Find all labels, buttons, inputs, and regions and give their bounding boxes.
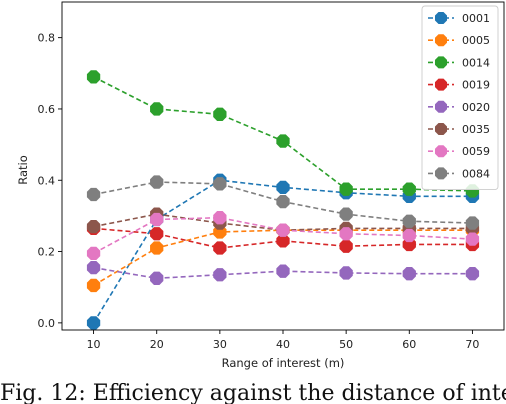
x-tick-label: 40: [276, 338, 290, 351]
data-point-0014: [150, 102, 164, 116]
data-point-0084: [276, 195, 290, 209]
data-point-0020: [86, 260, 101, 275]
legend-box: [421, 5, 499, 191]
data-point-0059: [86, 246, 101, 260]
x-tick-label: 50: [339, 338, 353, 351]
series-0020: [86, 260, 480, 285]
data-point-0020: [465, 267, 480, 281]
data-point-0020: [150, 271, 164, 285]
data-point-0019: [213, 241, 227, 255]
data-point-0019: [150, 227, 164, 241]
legend-label-0059: 0059: [462, 145, 490, 158]
data-point-0059: [402, 228, 416, 243]
legend-label-0020: 0020: [462, 101, 490, 114]
legend: 0001 0005 0014 0019 0020 0035 0059 0084: [421, 5, 499, 191]
legend-marker-0059: [434, 145, 448, 158]
legend-item-0084: 0084: [428, 167, 490, 180]
legend-item-0020: 0020: [428, 100, 490, 114]
data-point-0059: [465, 232, 480, 246]
y-tick-label: 0.8: [38, 32, 56, 45]
series-line-0014: [93, 76, 473, 192]
x-tick-label: 70: [465, 338, 479, 351]
data-point-0014: [402, 182, 416, 196]
y-tick-label: 0.2: [38, 246, 56, 259]
x-tick-label: 20: [150, 338, 164, 351]
data-point-0019: [276, 234, 290, 248]
x-tick-label: 10: [87, 338, 101, 351]
legend-item-0001: 0001: [428, 11, 490, 25]
data-point-0059: [339, 227, 353, 241]
legend-label-0084: 0084: [462, 167, 490, 180]
x-axis-label: Range of interest (m): [222, 356, 345, 370]
data-point-0084: [213, 177, 227, 191]
legend-marker-0014: [434, 56, 448, 69]
series-0084: [86, 175, 480, 230]
y-tick-label: 0.6: [38, 103, 56, 116]
data-point-0005: [86, 278, 101, 293]
data-point-0020: [339, 266, 353, 280]
legend-label-0001: 0001: [462, 12, 490, 25]
data-point-0084: [465, 216, 480, 230]
data-point-0059: [213, 211, 227, 225]
legend-item-0019: 0019: [428, 78, 490, 92]
data-point-0014: [276, 134, 290, 148]
data-point-0020: [276, 264, 290, 278]
data-point-0014: [86, 70, 101, 84]
line-chart: 10 20 30 40 50 60 70 0.0 0.2 0.4 0.6 0.8 Range of i…: [16, 1, 505, 370]
x-tick-label: 30: [213, 338, 227, 351]
data-point-0059: [276, 223, 290, 237]
data-point-0005: [150, 241, 164, 255]
figure-caption: Fig. 12: Efficiency against the distance…: [0, 383, 506, 404]
series-0014: [86, 70, 480, 198]
legend-marker-0084: [434, 167, 448, 180]
legend-label-0019: 0019: [462, 79, 490, 92]
legend-marker-0005: [434, 34, 448, 47]
legend-marker-0001: [434, 11, 448, 25]
data-point-0084: [150, 175, 164, 189]
data-point-0001: [86, 316, 101, 330]
data-point-0001: [276, 180, 290, 195]
x-tick-label: 60: [402, 338, 416, 351]
legend-item-0035: 0035: [428, 122, 490, 136]
data-point-0020: [402, 267, 416, 281]
legend-marker-0019: [434, 78, 448, 91]
data-point-0084: [402, 214, 416, 228]
data-point-0014: [213, 107, 227, 121]
legend-item-0014: 0014: [428, 56, 490, 69]
y-axis-label: Ratio: [16, 155, 30, 185]
legend-label-0005: 0005: [462, 34, 490, 47]
data-point-0084: [86, 187, 101, 202]
legend-marker-0020: [434, 100, 448, 113]
y-tick-label: 0.4: [38, 174, 56, 187]
data-point-0035: [86, 219, 101, 234]
data-point-0059: [150, 212, 164, 227]
legend-item-0005: 0005: [428, 34, 490, 47]
legend-marker-0035: [434, 122, 448, 136]
legend-label-0014: 0014: [462, 56, 490, 69]
series-layer: [86, 70, 480, 330]
legend-label-0035: 0035: [462, 123, 490, 136]
y-tick-label: 0.0: [38, 317, 56, 330]
series-0059: [86, 211, 480, 260]
data-point-0020: [213, 268, 227, 282]
axes: 10 20 30 40 50 60 70 0.0 0.2 0.4 0.6 0.8: [38, 32, 480, 351]
legend-item-0059: 0059: [428, 145, 490, 158]
data-point-0084: [339, 207, 353, 221]
data-point-0019: [339, 239, 353, 253]
data-point-0014: [339, 182, 353, 196]
